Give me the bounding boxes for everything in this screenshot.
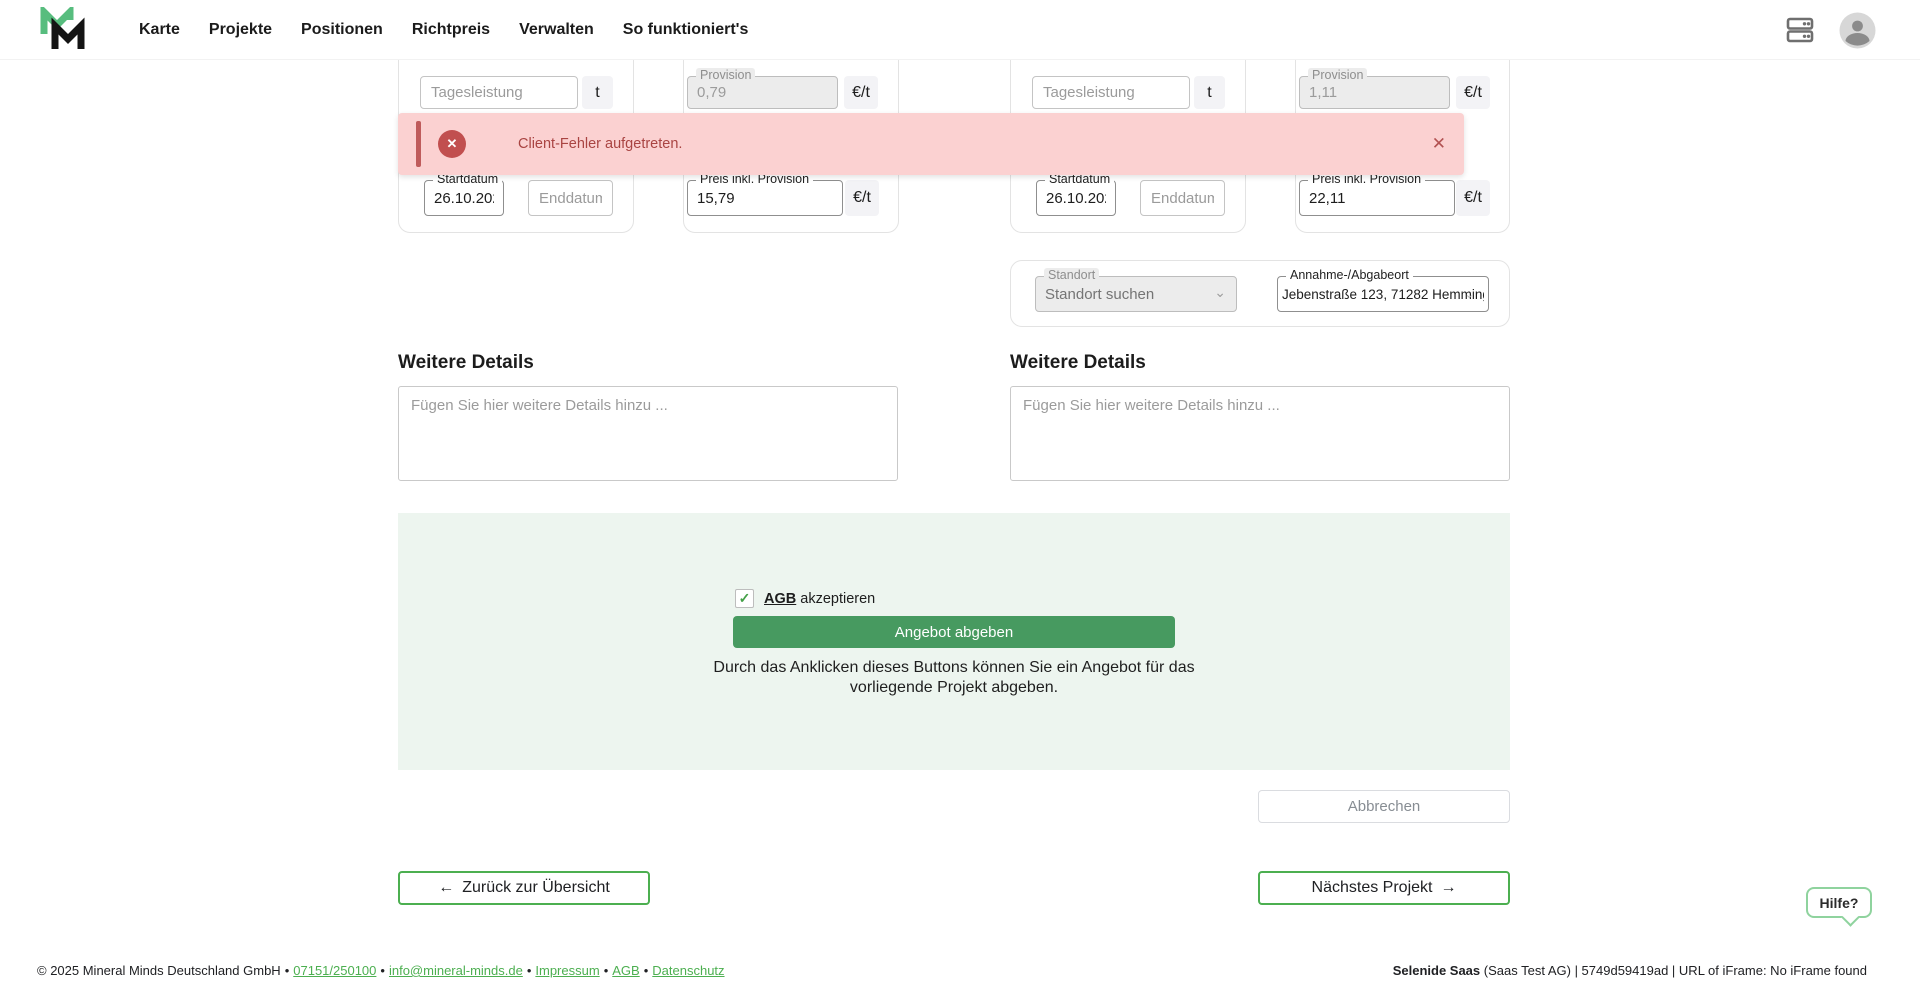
abgabeort-value[interactable] [1278, 277, 1488, 311]
details-textarea-right[interactable] [1010, 386, 1510, 481]
preis-label-right: Preis inkl. Provision [1308, 172, 1426, 186]
provision-field-right: Provision [1299, 68, 1450, 109]
tagesleistung-unit-right: t [1194, 76, 1225, 109]
submit-description-line2: vorliegende Projekt abgeben. [849, 679, 1059, 696]
footer-separator: • [380, 963, 385, 978]
footer-copyright: © 2025 Mineral Minds Deutschland GmbH [37, 963, 281, 978]
tagesleistung-input-right[interactable] [1032, 76, 1190, 109]
details-heading-left: Weitere Details [398, 352, 534, 373]
tagesleistung-input-left[interactable] [420, 76, 578, 109]
footer-legal: © 2025 Mineral Minds Deutschland GmbH • 07… [37, 963, 725, 978]
back-button-label: Zurück zur Übersicht [462, 879, 610, 896]
startdatum-label-right: Startdatum [1045, 172, 1115, 186]
footer-datenschutz-link[interactable]: Datenschutz [652, 963, 725, 978]
provision-value-left [688, 77, 837, 108]
error-accent-bar [416, 121, 421, 167]
chevron-small-icon: ⌄ [1464, 289, 1474, 301]
help-button[interactable]: Hilfe? [1806, 887, 1872, 927]
startdatum-value-left[interactable] [425, 181, 503, 215]
preis-value-right[interactable] [1300, 181, 1454, 215]
header-icons [1783, 0, 1876, 60]
preis-field-left[interactable]: Preis inkl. Provision [687, 172, 843, 216]
standort-search-input [1036, 277, 1236, 311]
standort-field: Standort ⌄ [1035, 268, 1237, 312]
nav-item-projekte[interactable]: Projekte [208, 21, 273, 38]
nav-item-so-funktionierts[interactable]: So funktioniert's [622, 21, 749, 38]
startdatum-field-right[interactable]: Startdatum [1036, 172, 1116, 216]
startdatum-value-right[interactable] [1037, 181, 1115, 215]
back-to-overview-button[interactable]: ← Zurück zur Übersicht [398, 871, 650, 905]
agb-link[interactable]: AGB [764, 591, 797, 607]
nav-item-verwalten[interactable]: Verwalten [519, 21, 594, 38]
footer-separator: • [603, 963, 609, 978]
details-textarea-left[interactable] [398, 386, 898, 481]
help-bubble-tail [1841, 908, 1860, 927]
preis-value-left[interactable] [688, 181, 842, 215]
provision-field-left: Provision [687, 68, 838, 109]
provision-unit-left: €/t [844, 76, 878, 109]
provision-label-left: Provision [696, 68, 756, 82]
submit-description: Durch das Anklicken dieses Buttons könne… [654, 658, 1254, 698]
main-nav: Karte Projekte Positionen Richtpreis Ver… [139, 0, 748, 60]
error-banner: ✕ Client-Fehler aufgetreten. ✕ [398, 113, 1464, 175]
enddatum-input-left[interactable] [528, 180, 613, 216]
error-status-icon: ✕ [438, 130, 466, 158]
next-button-label: Nächstes Projekt [1311, 879, 1433, 896]
server-stack-icon[interactable] [1783, 13, 1817, 47]
footer-impressum-link[interactable]: Impressum [535, 963, 600, 978]
cancel-button[interactable]: Abbrechen [1258, 790, 1510, 823]
footer-separator: • [526, 963, 532, 978]
footer-phone-link[interactable]: 07151/250100 [293, 963, 377, 978]
abgabeort-label: Annahme-/Abgabeort [1286, 268, 1413, 282]
details-heading-right: Weitere Details [1010, 352, 1146, 373]
next-project-button[interactable]: Nächstes Projekt → [1258, 871, 1510, 905]
nav-item-karte[interactable]: Karte [139, 21, 180, 38]
preis-field-right[interactable]: Preis inkl. Provision [1299, 172, 1455, 216]
tagesleistung-unit-left: t [582, 76, 613, 109]
footer-separator: • [643, 963, 649, 978]
standort-label: Standort [1044, 268, 1100, 282]
help-label: Hilfe? [1819, 894, 1859, 911]
footer-brand: Selenide Saas [1392, 963, 1481, 978]
preis-unit-left: €/t [845, 180, 879, 216]
user-avatar-icon[interactable] [1839, 12, 1876, 49]
nav-item-richtpreis[interactable]: Richtpreis [411, 21, 491, 38]
footer-email-link[interactable]: info@mineral-minds.de [388, 963, 523, 978]
error-message: Client-Fehler aufgetreten. [518, 136, 683, 152]
preis-unit-right: €/t [1456, 180, 1490, 216]
next-arrow-icon: → [1440, 879, 1457, 896]
footer-brand-details: (Saas Test AG) | 5749d59419ad | URL of i… [1480, 963, 1867, 978]
provision-value-right [1300, 77, 1449, 108]
error-close-icon[interactable]: ✕ [1431, 134, 1446, 153]
provision-label-right: Provision [1308, 68, 1368, 82]
mineral-minds-logo[interactable] [40, 7, 86, 53]
startdatum-label-left: Startdatum [433, 172, 503, 186]
checkbox-check-icon: ✓ [738, 590, 751, 606]
footer-debug-info: Selenide Saas (Saas Test AG) | 5749d5941… [1393, 963, 1867, 978]
footer-separator: • [284, 963, 290, 978]
agb-label: AGB akzeptieren [764, 591, 875, 607]
submit-offer-button[interactable]: Angebot abgeben [733, 616, 1175, 648]
submit-description-line1: Durch das Anklicken dieses Buttons könne… [713, 659, 1195, 676]
top-navigation-bar: Karte Projekte Positionen Richtpreis Ver… [0, 0, 1920, 60]
preis-label-left: Preis inkl. Provision [696, 172, 814, 186]
abgabeort-field[interactable]: Annahme-/Abgabeort ⌄ [1277, 268, 1489, 312]
chevron-down-icon: ⌄ [1214, 284, 1226, 300]
enddatum-input-right[interactable] [1140, 180, 1225, 216]
agb-suffix: akzeptieren [796, 591, 876, 607]
startdatum-field-left[interactable]: Startdatum [424, 172, 504, 216]
provision-unit-right: €/t [1456, 76, 1490, 109]
footer-agb-link[interactable]: AGB [612, 963, 640, 978]
agb-checkbox[interactable]: ✓ [735, 589, 754, 608]
nav-item-positionen[interactable]: Positionen [301, 21, 383, 38]
back-arrow-icon: ← [438, 879, 455, 896]
